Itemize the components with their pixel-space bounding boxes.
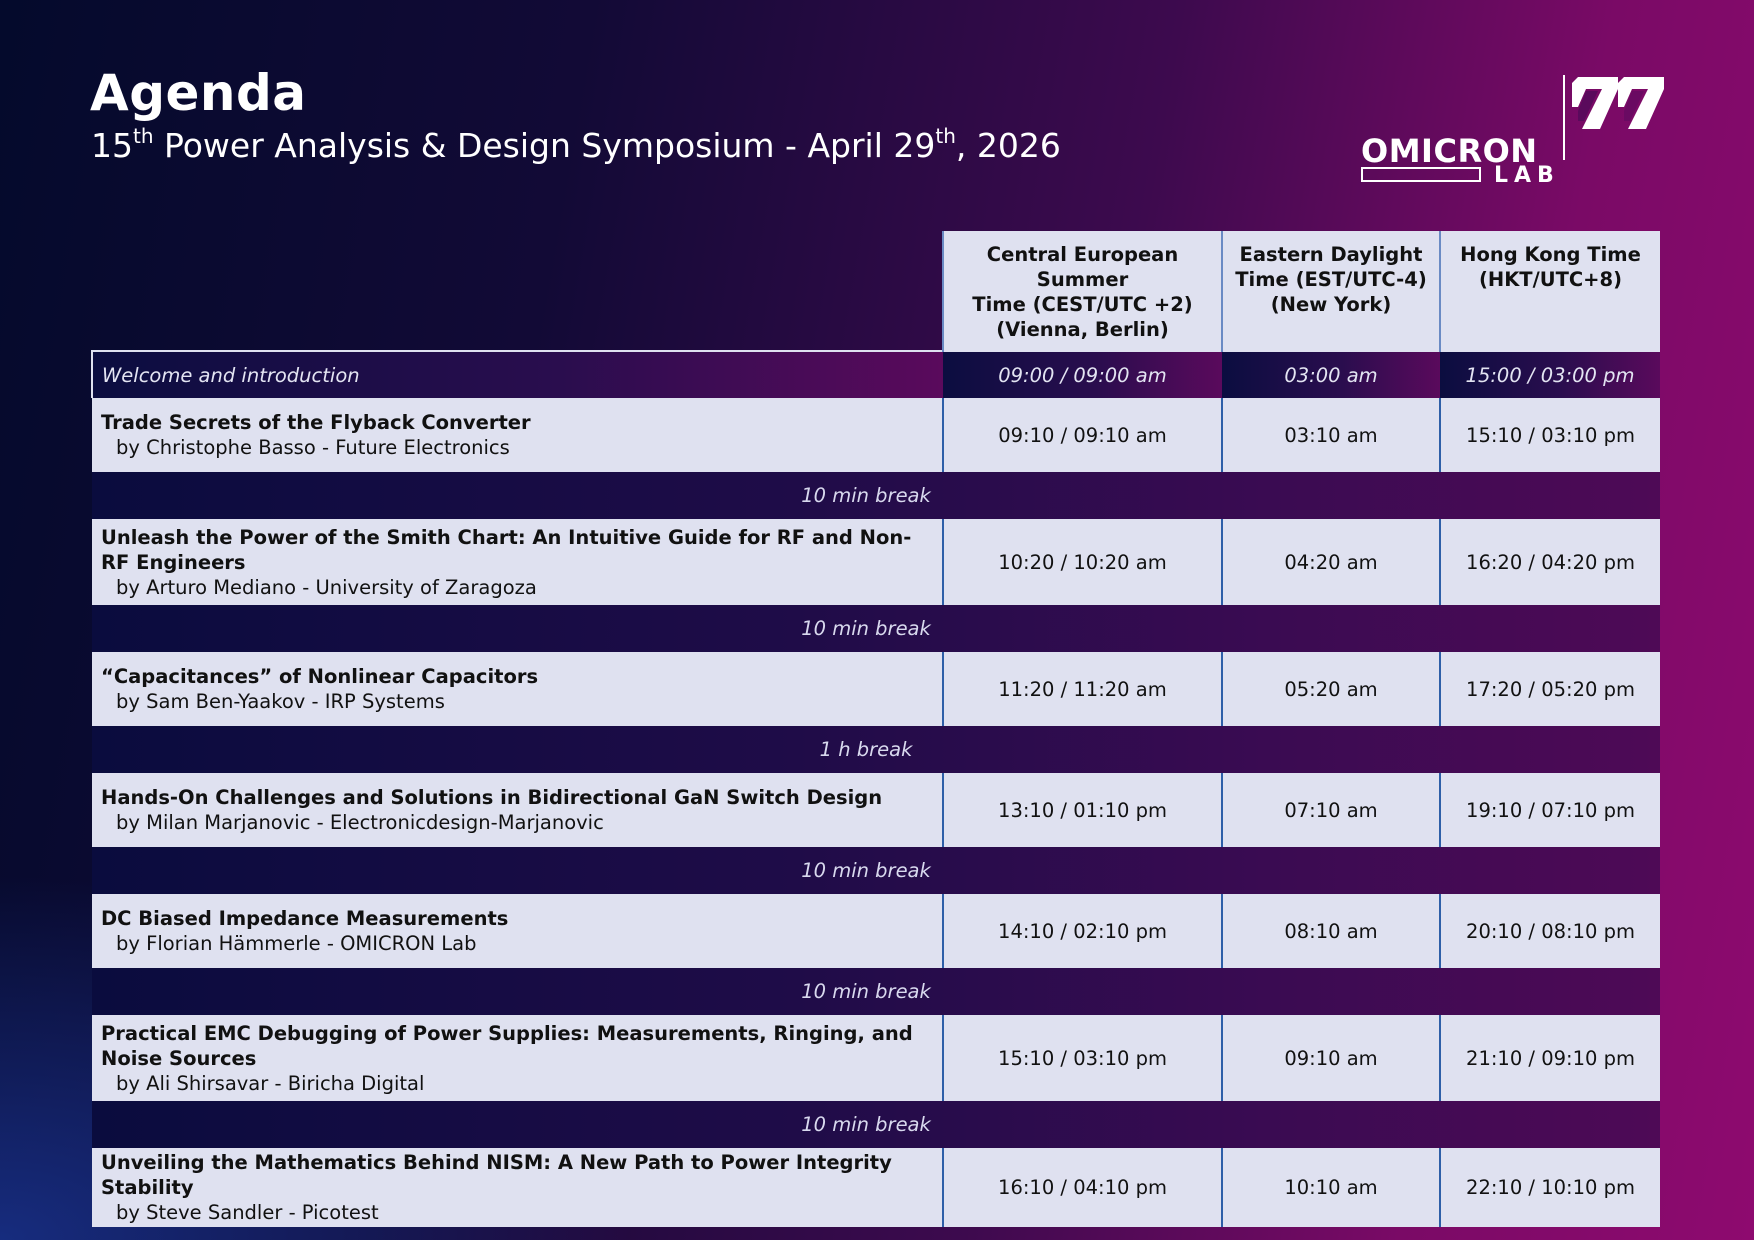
break-label: 10 min break [801,484,931,507]
session-row: Unleash the Power of the Smith Chart: An… [92,519,1660,605]
break-cell: 10 min break [92,472,1660,519]
session-speaker: by Sam Ben-Yaakov - IRP Systems [116,690,445,713]
session-speaker: by Christophe Basso - Future Electronics [116,436,510,459]
logo-divider [1563,75,1565,160]
session-speaker: by Steve Sandler - Picotest [116,1201,379,1224]
time-cest: 10:20 / 10:20 am [942,519,1222,605]
session-row: Trade Secrets of the Flyback Converter by… [92,398,1660,472]
session-info: Trade Secrets of the Flyback Converter by… [92,398,943,472]
time-est: 07:10 am [1221,773,1440,847]
session-row: “Capacitances” of Nonlinear Capacitors by… [92,652,1660,726]
time-hkt: 16:20 / 04:20 pm [1439,519,1660,605]
time-cest: 09:10 / 09:10 am [942,398,1222,472]
time-cest: 15:10 / 03:10 pm [942,1015,1222,1101]
break-cell: 10 min break [92,968,1660,1015]
break-row: 10 min break [92,968,1660,1015]
time-hkt: 15:10 / 03:10 pm [1439,398,1660,472]
time-cest: 13:10 / 01:10 pm [942,773,1222,847]
session-row: Practical EMC Debugging of Power Supplie… [92,1015,1660,1101]
break-row: 10 min break [92,472,1660,519]
session-speaker: by Florian Hämmerle - OMICRON Lab [116,932,477,955]
break-row: 1 h break [92,726,1660,773]
welcome-label: Welcome and introduction [91,350,943,398]
break-cell: 10 min break [92,847,1660,894]
time-cest: 16:10 / 04:10 pm [942,1148,1222,1227]
session-info: DC Biased Impedance Measurements by Flori… [92,894,943,968]
time-hkt: 22:10 / 10:10 pm [1439,1148,1660,1227]
break-label: 10 min break [801,859,931,882]
logo-bar [1361,167,1481,182]
table-header-row: Central European Summer Time (CEST/UTC +2… [92,231,1660,351]
session-title: Unveiling the Mathematics Behind NISM: A… [101,1151,892,1199]
page-title: Agenda [90,64,307,122]
logo-wordmark: OMICRON [1361,132,1538,170]
break-row: 10 min break [92,605,1660,652]
time-est: 08:10 am [1221,894,1440,968]
break-row: 10 min break [92,847,1660,894]
session-info: Hands-On Challenges and Solutions in Bid… [92,773,943,847]
session-info: Practical EMC Debugging of Power Supplie… [92,1015,943,1101]
logo-mark-icon [1572,77,1664,129]
session-title: Hands-On Challenges and Solutions in Bid… [101,786,883,809]
session-speaker: by Milan Marjanovic - Electronicdesign-M… [116,811,604,834]
column-header-cest: Central European Summer Time (CEST/UTC +2… [942,231,1222,351]
session-title: DC Biased Impedance Measurements [101,907,509,930]
break-row: 10 min break [92,1101,1660,1148]
session-info: Unveiling the Mathematics Behind NISM: A… [92,1148,943,1227]
time-est: 05:20 am [1221,652,1440,726]
logo-lab: LAB [1494,163,1560,188]
session-title: “Capacitances” of Nonlinear Capacitors [101,665,539,688]
break-cell: 1 h break [92,726,1660,773]
break-label: 10 min break [801,617,931,640]
break-label: 10 min break [801,1113,931,1136]
omicron-lab-logo: OMICRON LAB [1356,75,1666,190]
agenda-table: Central European Summer Time (CEST/UTC +2… [91,231,1660,1227]
header-empty-cell [92,231,943,351]
session-title: Trade Secrets of the Flyback Converter [101,411,531,434]
session-title: Practical EMC Debugging of Power Supplie… [101,1021,913,1070]
session-row: DC Biased Impedance Measurements by Flori… [92,894,1660,968]
session-title: Unleash the Power of the Smith Chart: An… [101,525,912,574]
time-est: 09:10 am [1221,1015,1440,1101]
time-cest: 14:10 / 02:10 pm [942,894,1222,968]
session-speaker: by Ali Shirsavar - Biricha Digital [116,1071,425,1095]
session-row: Unveiling the Mathematics Behind NISM: A… [92,1148,1660,1227]
time-hkt: 19:10 / 07:10 pm [1439,773,1660,847]
welcome-hkt: 15:00 / 03:00 pm [1440,350,1660,398]
time-hkt: 17:20 / 05:20 pm [1439,652,1660,726]
break-label: 1 h break [819,738,913,761]
break-cell: 10 min break [92,605,1660,652]
time-hkt: 21:10 / 09:10 pm [1439,1015,1660,1101]
page-subtitle: 15th Power Analysis & Design Symposium -… [91,124,1061,165]
welcome-cest: 09:00 / 09:00 am [943,350,1222,398]
time-est: 10:10 am [1221,1148,1440,1227]
session-info: Unleash the Power of the Smith Chart: An… [92,519,943,605]
welcome-row: Welcome and introduction 09:00 / 09:00 a… [91,350,1660,398]
session-info: “Capacitances” of Nonlinear Capacitors by… [92,652,943,726]
session-speaker: by Arturo Mediano - University of Zarago… [116,575,537,599]
column-header-est: Eastern Daylight Time (EST/UTC-4) (New Yor… [1221,231,1440,351]
break-label: 10 min break [801,980,931,1003]
welcome-est: 03:00 am [1222,350,1440,398]
session-row: Hands-On Challenges and Solutions in Bid… [92,773,1660,847]
time-hkt: 20:10 / 08:10 pm [1439,894,1660,968]
time-cest: 11:20 / 11:20 am [942,652,1222,726]
break-cell: 10 min break [92,1101,1660,1148]
column-header-hkt: Hong Kong Time (HKT/UTC+8) [1439,231,1660,351]
time-est: 03:10 am [1221,398,1440,472]
time-est: 04:20 am [1221,519,1440,605]
